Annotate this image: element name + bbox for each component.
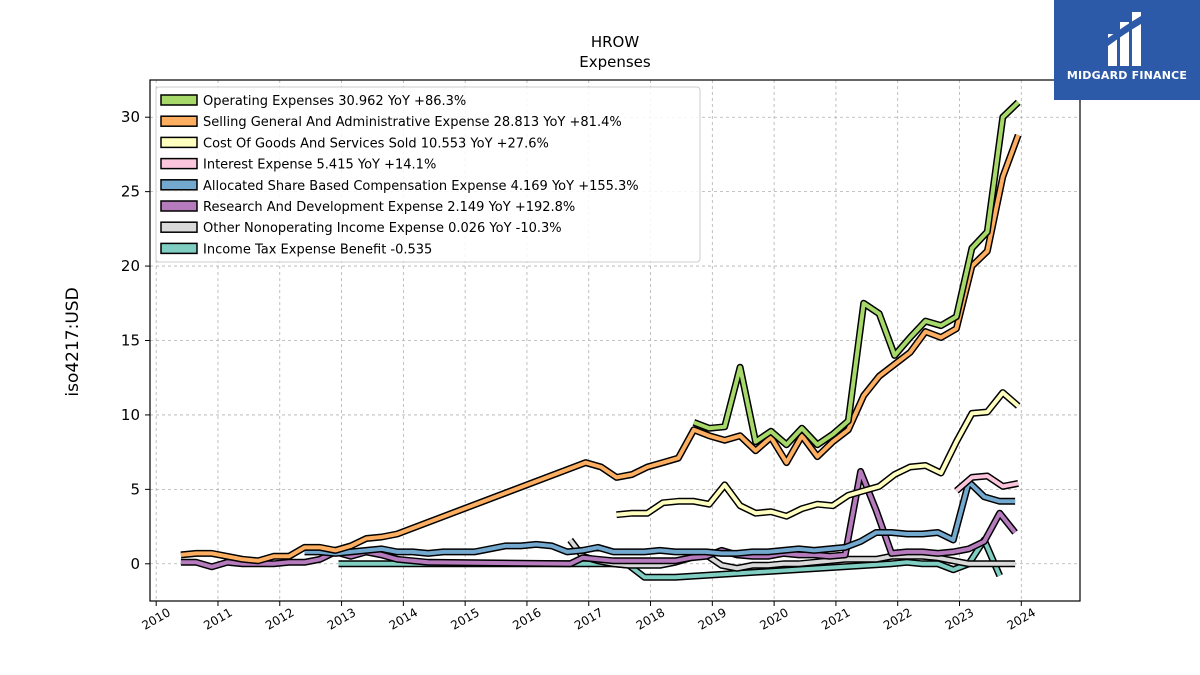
- x-tick-label: 2010: [139, 605, 172, 632]
- legend-entry: Selling General And Administrative Expen…: [203, 115, 622, 130]
- legend-swatch: [160, 200, 198, 212]
- series-line-cost-of-goods-and-services-sold: [616, 390, 1020, 519]
- legend-entry: Allocated Share Based Compensation Expen…: [203, 179, 639, 194]
- x-axis-ticks: 2010 2011 2012 2013 2014 2015 2016 2017 2018 2019…: [139, 601, 1038, 633]
- chart-title: HROW: [591, 33, 640, 51]
- legend-swatch: [160, 115, 198, 127]
- series-line-selling-general-and-administrative-expense: [180, 134, 1021, 563]
- y-tick-label: 25: [121, 183, 140, 201]
- y-tick-label: 30: [121, 108, 140, 126]
- series-line-research-and-development-expense: [180, 469, 1017, 569]
- series-outline-allocated-share-based-compensation-expense: [304, 478, 1016, 557]
- x-tick-label: 2013: [325, 605, 358, 632]
- legend-entry: Operating Expenses 30.962 YoY +86.3%: [203, 94, 466, 109]
- x-tick-label: 2023: [943, 605, 976, 632]
- x-tick-label: 2018: [634, 605, 667, 632]
- legend-swatch: [160, 136, 198, 149]
- y-tick-label: 5: [130, 480, 140, 498]
- x-tick-label: 2024: [1005, 605, 1038, 632]
- series-line-operating-expenses: [693, 100, 1020, 447]
- series-line-interest-expense: [955, 474, 1019, 493]
- legend-swatch: [160, 242, 198, 255]
- legend-swatch: [160, 157, 198, 170]
- y-axis-label: iso4217:USD: [63, 287, 83, 396]
- legend-box: [155, 86, 701, 263]
- legend-entry: Interest Expense 5.415 YoY +14.1%: [203, 158, 436, 173]
- x-tick-label: 2015: [448, 605, 481, 632]
- y-tick-label: 0: [130, 555, 140, 573]
- legend-swatch: [160, 179, 198, 191]
- x-tick-label: 2019: [696, 605, 729, 632]
- legend-swatch: [160, 94, 198, 106]
- x-tick-label: 2020: [757, 605, 790, 632]
- x-tick-label: 2021: [819, 605, 852, 632]
- x-tick-label: 2017: [572, 605, 605, 632]
- x-tick-label: 2012: [263, 605, 296, 632]
- series-line-allocated-share-based-compensation-expense: [304, 479, 1016, 556]
- legend: Operating Expenses 30.962 YoY +86.3% Sell…: [155, 86, 701, 263]
- y-tick-label: 15: [121, 332, 140, 350]
- legend-entry: Research And Development Expense 2.149 Y…: [203, 200, 575, 215]
- chart-subtitle: Expenses: [579, 53, 651, 71]
- brand-logo: MIDGARD FINANCE: [1054, 0, 1200, 100]
- series-outline-operating-expenses: [692, 99, 1021, 449]
- x-tick-label: 2014: [387, 605, 420, 632]
- legend-entry: Other Nonoperating Income Expense 0.026 …: [203, 221, 562, 236]
- series-line-other-nonoperating-income-expense: [568, 538, 1016, 571]
- x-tick-label: 2022: [881, 605, 914, 632]
- midgard-m-logo-icon: [1108, 12, 1141, 66]
- brand-name: MIDGARD FINANCE: [1066, 69, 1188, 82]
- series-layer: [180, 99, 1022, 581]
- x-tick-label: 2011: [201, 605, 234, 632]
- y-tick-label: 20: [121, 257, 140, 275]
- legend-entry: Income Tax Expense Benefit -0.535: [203, 242, 432, 257]
- y-tick-label: 10: [121, 406, 140, 424]
- legend-swatch: [160, 221, 198, 233]
- y-axis-ticks: 0 5 10 15 20 25 30: [121, 108, 150, 573]
- legend-entry: Cost Of Goods And Services Sold 10.553 Y…: [203, 136, 549, 151]
- x-tick-label: 2016: [510, 605, 543, 632]
